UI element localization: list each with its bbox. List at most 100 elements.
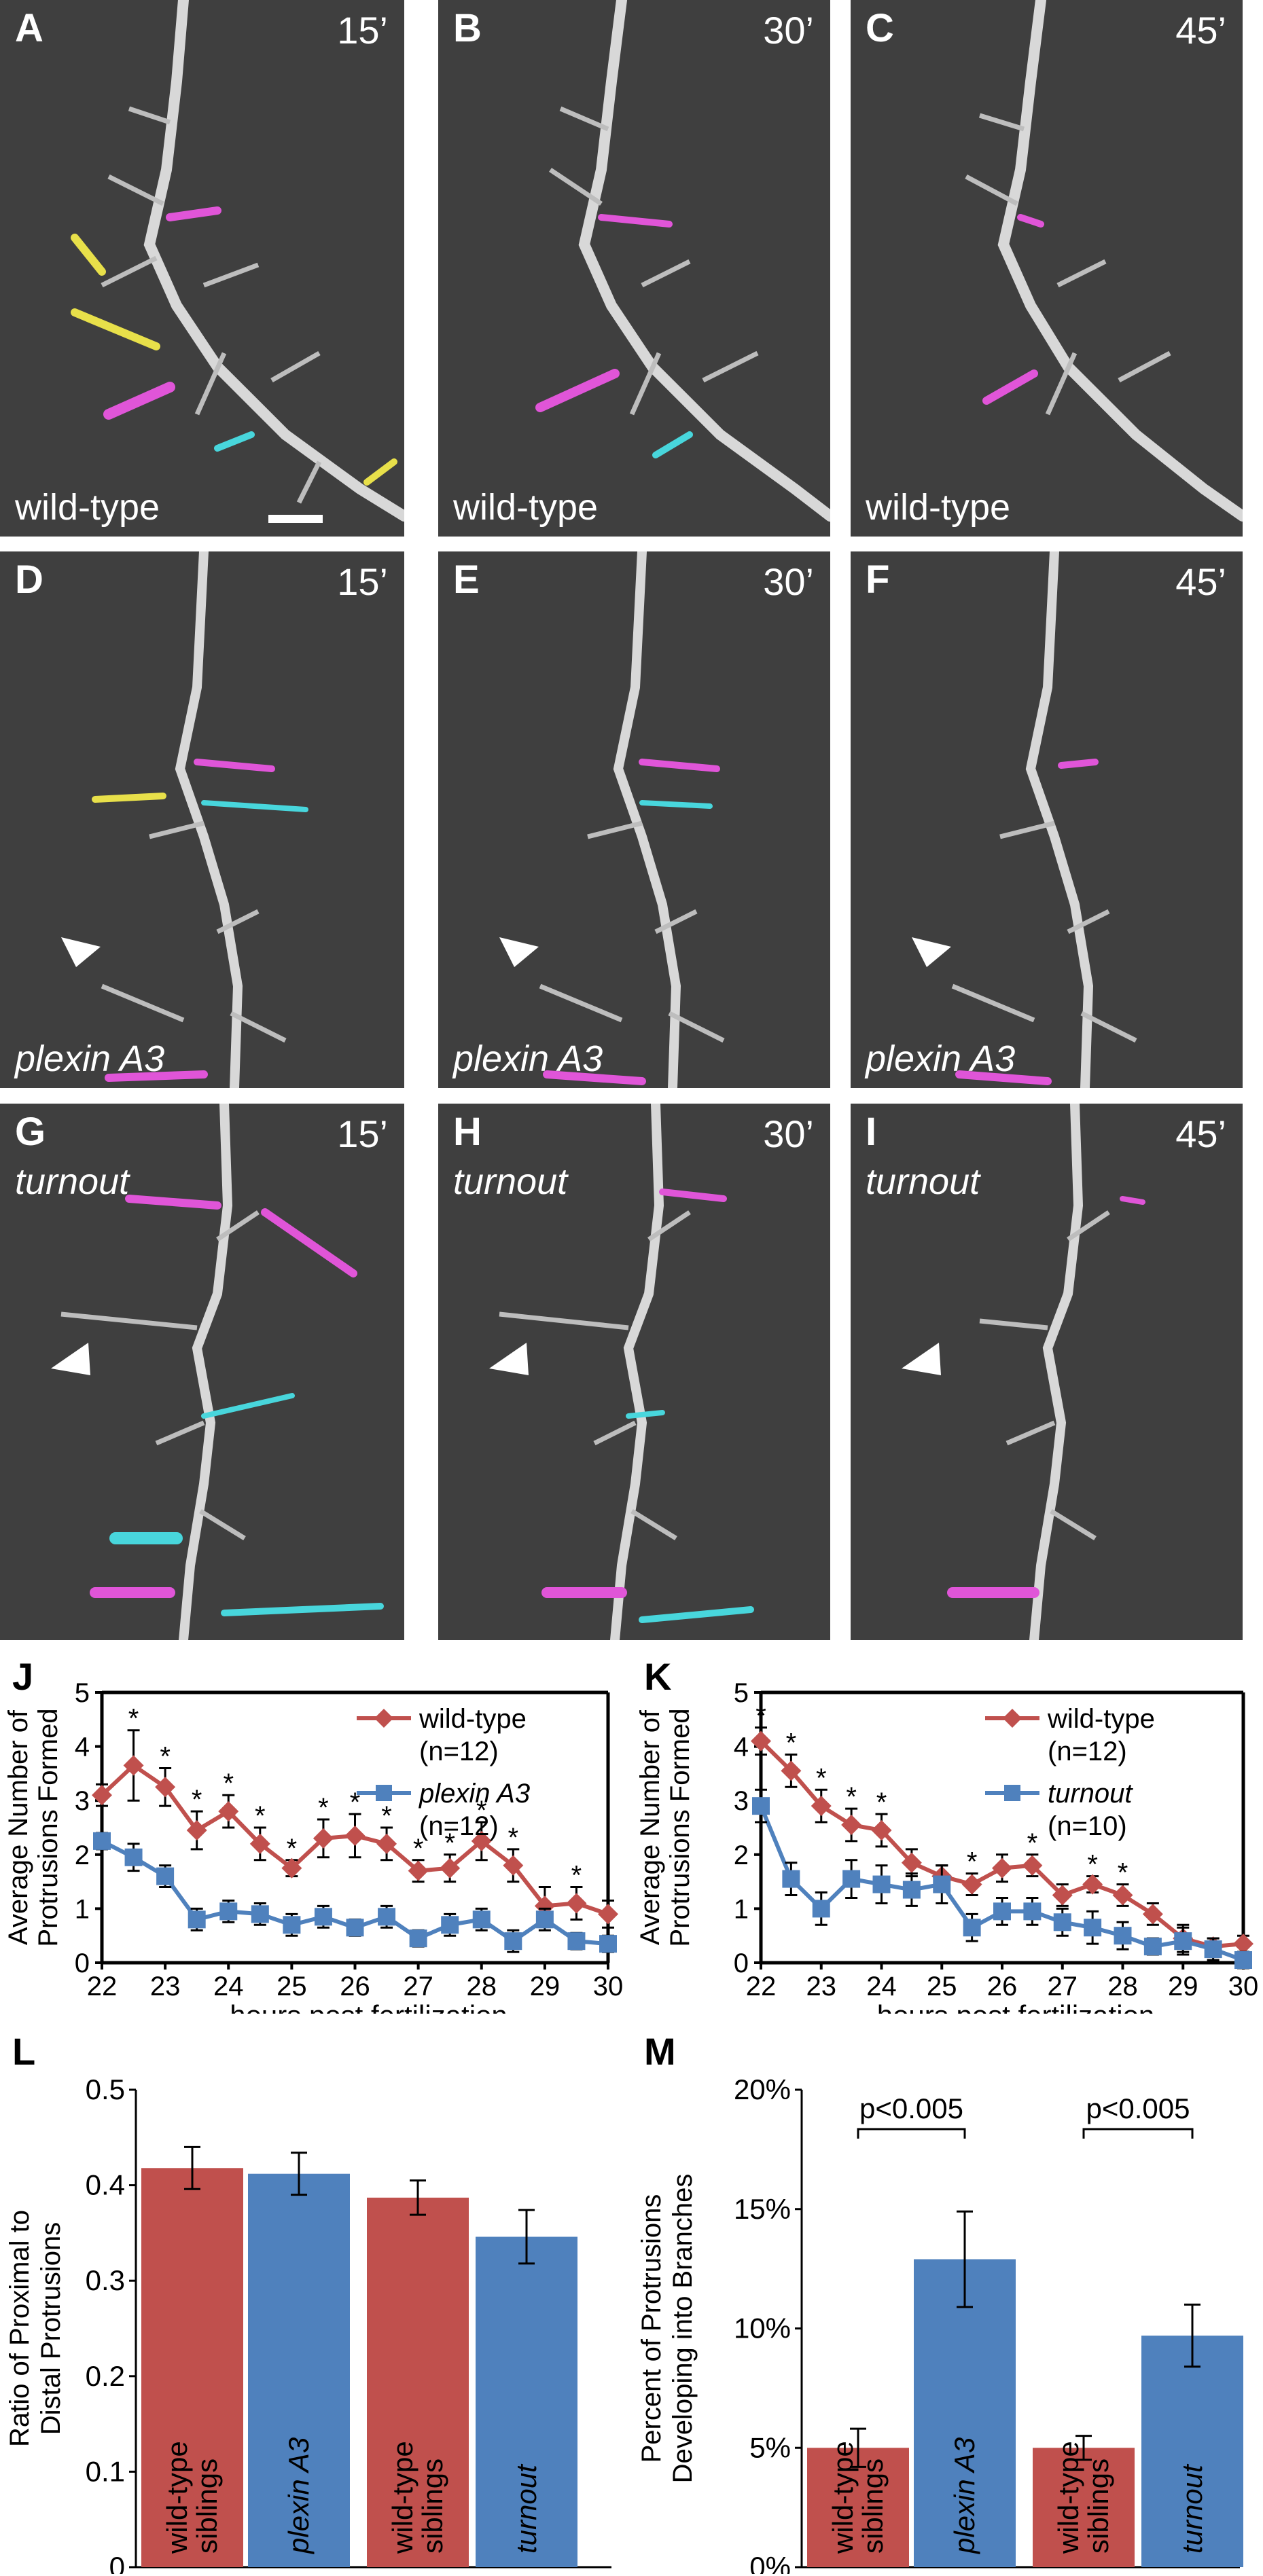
data-point xyxy=(567,1932,586,1951)
data-point xyxy=(782,1870,800,1888)
significance-star: * xyxy=(1027,1828,1038,1858)
panel-letter: I xyxy=(866,1110,877,1154)
significance-star: * xyxy=(192,1785,202,1815)
panel-letter: K xyxy=(644,1655,671,1698)
significance-star: * xyxy=(816,1763,827,1793)
neuron-image xyxy=(499,551,725,1088)
bar xyxy=(1033,2448,1135,2567)
significance-star: * xyxy=(508,1823,519,1853)
arrowhead-icon xyxy=(489,1343,529,1375)
x-tick-label: 27 xyxy=(1048,1972,1078,2001)
x-tick-label: 24 xyxy=(213,1972,244,2001)
x-tick-label: 29 xyxy=(530,1972,561,2001)
data-point xyxy=(812,1900,830,1918)
data-point xyxy=(283,1916,301,1934)
p-value-label: p<0.005 xyxy=(1086,2092,1190,2124)
y-axis-label: Distal Protrusions xyxy=(36,2222,66,2435)
panel-letter: H xyxy=(453,1110,482,1154)
neuron-image xyxy=(965,0,1243,522)
micrograph-panel-c: C 45’ wild-type xyxy=(851,0,1243,537)
x-tick-label: 24 xyxy=(866,1972,897,2001)
data-point xyxy=(993,1902,1011,1921)
significance-star: * xyxy=(786,1728,797,1758)
panel-letter: G xyxy=(15,1110,46,1154)
data-point xyxy=(781,1760,802,1781)
data-point xyxy=(961,1874,982,1895)
data-point xyxy=(471,1830,492,1851)
micrograph-panel-d: D 15’ plexin A3 xyxy=(0,551,404,1088)
legend-n: (n=10) xyxy=(1048,1811,1127,1841)
bar xyxy=(1141,2336,1243,2567)
y-axis-label: Percent of Protrusions xyxy=(637,2194,666,2463)
genotype-label: turnout xyxy=(866,1161,980,1202)
legend-label: wild-type xyxy=(1047,1704,1155,1734)
data-point xyxy=(408,1860,429,1881)
significance-star: * xyxy=(413,1834,424,1864)
genotype-label: plexin A3 xyxy=(453,1038,603,1079)
data-point xyxy=(992,1857,1012,1879)
timepoint-label: 45’ xyxy=(1175,9,1226,52)
timepoint-label: 45’ xyxy=(1175,1112,1226,1155)
significance-star: * xyxy=(160,1741,171,1771)
data-point xyxy=(93,1832,111,1850)
data-point xyxy=(313,1828,334,1849)
y-tick-label: 20% xyxy=(734,2073,791,2105)
significance-star: * xyxy=(876,1788,887,1817)
data-point xyxy=(376,1833,397,1854)
data-point xyxy=(1022,1855,1043,1876)
significance-star: * xyxy=(444,1828,455,1858)
data-point xyxy=(566,1893,587,1914)
bar-label: plexin A3 xyxy=(948,2437,980,2555)
x-tick-label: 30 xyxy=(593,1972,624,2001)
data-point xyxy=(218,1801,239,1822)
data-point xyxy=(472,1910,491,1929)
data-point xyxy=(441,1916,459,1934)
y-axis-label: Developing into Branches xyxy=(668,2174,698,2484)
bar-label: plexin A3 xyxy=(283,2437,315,2555)
significance-star: * xyxy=(255,1801,266,1831)
legend-label: wild-type xyxy=(419,1704,527,1734)
significance-star: * xyxy=(846,1782,857,1812)
legend-n: (n=12) xyxy=(419,1811,499,1841)
arrowhead-icon xyxy=(61,937,101,967)
data-point xyxy=(752,1797,770,1815)
bar xyxy=(914,2259,1016,2567)
genotype-label: plexin A3 xyxy=(866,1038,1016,1079)
neuron-image xyxy=(51,1104,384,1640)
data-point xyxy=(751,1730,771,1752)
legend-n: (n=12) xyxy=(419,1737,499,1766)
y-tick-label: 1 xyxy=(75,1894,90,1924)
panel-letter: A xyxy=(15,6,43,50)
legend-label: turnout xyxy=(1048,1779,1133,1809)
y-tick-label: 3 xyxy=(734,1786,749,1816)
bar xyxy=(476,2236,577,2567)
data-point xyxy=(535,1910,554,1929)
data-point xyxy=(1052,1885,1073,1906)
data-point xyxy=(811,1796,832,1817)
data-point xyxy=(314,1908,332,1926)
arrowhead-icon xyxy=(51,1343,90,1375)
data-point xyxy=(155,1777,176,1798)
significance-star: * xyxy=(476,1796,487,1826)
y-tick-label: 5 xyxy=(734,1678,749,1708)
legend-marker xyxy=(1003,1709,1022,1728)
chart-k: K012345222324252627282930hours post fert… xyxy=(635,1655,1258,2014)
y-tick-label: 4 xyxy=(75,1733,90,1762)
data-point xyxy=(871,1819,892,1840)
y-axis-label: Protrusions Formed xyxy=(665,1708,695,1946)
micrograph-panel-e: E 30’ plexin A3 xyxy=(438,551,830,1088)
y-axis-label: Ratio of Proximal to xyxy=(5,2210,35,2447)
genotype-label: wild-type xyxy=(15,487,160,528)
bar xyxy=(141,2168,243,2567)
y-tick-label: 2 xyxy=(734,1840,749,1870)
significance-star: * xyxy=(287,1834,298,1864)
legend-marker xyxy=(374,1709,393,1728)
legend-label: plexin A3 xyxy=(419,1779,530,1809)
y-tick-label: 1 xyxy=(734,1894,749,1924)
y-tick-label: 0 xyxy=(109,2551,125,2574)
data-point xyxy=(249,1833,270,1854)
p-value-label: p<0.005 xyxy=(859,2092,963,2124)
y-tick-label: 0 xyxy=(75,1948,90,1978)
panel-letter: B xyxy=(453,6,482,50)
x-tick-label: 23 xyxy=(806,1972,837,2001)
